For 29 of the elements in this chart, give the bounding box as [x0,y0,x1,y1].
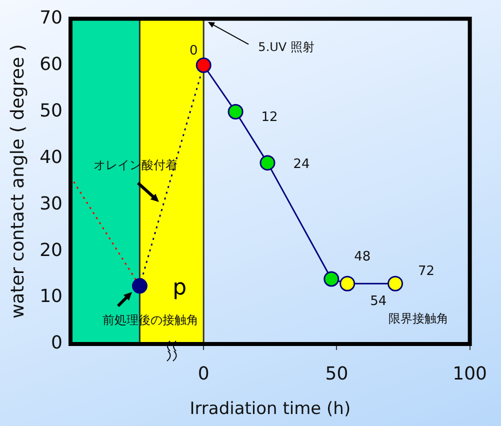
y-tick-label: 20 [40,240,63,261]
x-tick-label: 0 [198,363,210,384]
y-tick-label: 10 [40,286,63,308]
point [260,155,276,171]
y-tick-label: 30 [40,193,63,214]
y-tick-label: 0 [51,332,63,354]
x-tick-label: 50 [325,363,348,384]
y-axis-title: water contact angle ( degree ) [7,44,28,319]
point [324,271,340,287]
x-tick-label: 100 [452,363,487,384]
y-tick-label: 50 [40,100,63,122]
annotation: 72 [418,264,435,279]
annotation: 48 [354,249,371,264]
point [132,278,148,294]
annotation: 5.UV 照射 [258,40,314,54]
annotation: 54 [370,294,387,309]
point [340,276,356,292]
point [388,276,404,292]
annotation: 0 [189,44,198,59]
x-axis-title: Irradiation time (h) [190,399,351,420]
point [196,58,212,74]
band-label: p [172,275,187,300]
annotation: 限界接触角 [388,312,448,326]
point [228,104,244,120]
y-tick-label: 40 [40,146,63,168]
annotation: 24 [293,157,310,172]
y-tick-label: 70 [40,7,63,28]
y-tick-label: 60 [40,54,63,75]
annotation: 12 [261,110,278,126]
